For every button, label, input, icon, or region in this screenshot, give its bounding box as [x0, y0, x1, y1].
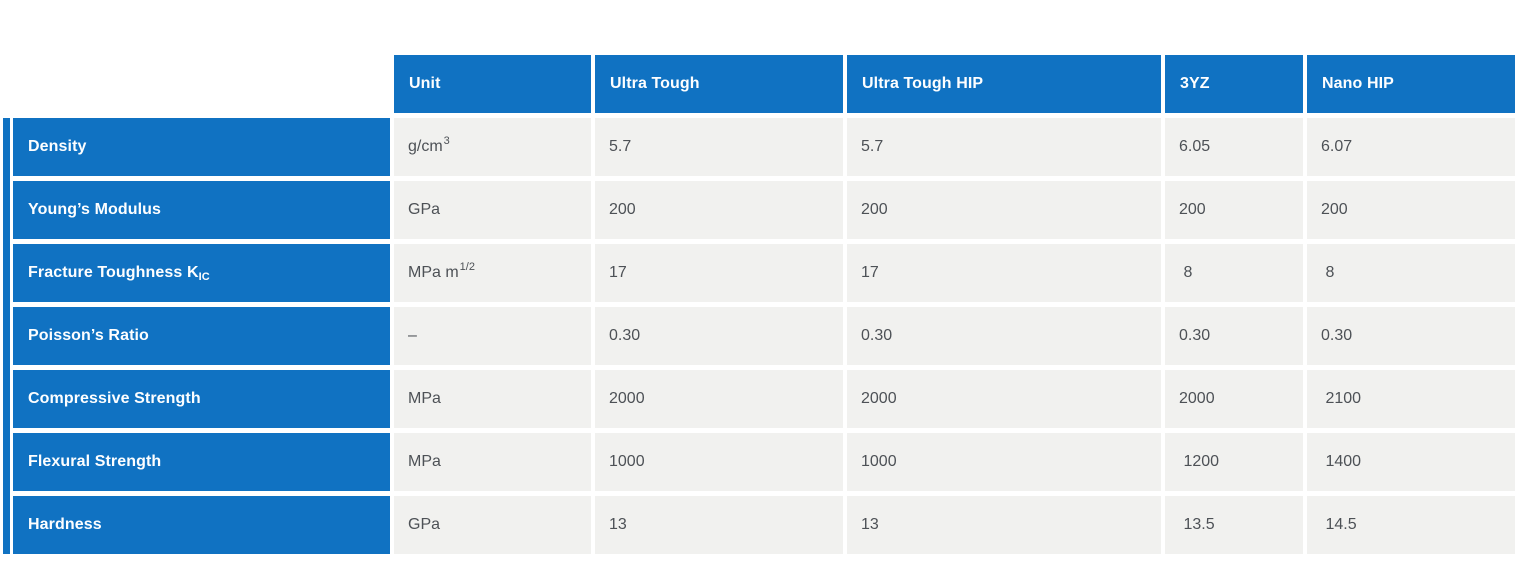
value-cell: 5.7: [595, 118, 843, 176]
value-cell: 13.5: [1165, 496, 1303, 554]
table-row: Young’s Modulus GPa 200 200 200 200: [13, 181, 1515, 239]
header-row: Unit Ultra Tough Ultra Tough HIP 3YZ Nan…: [13, 55, 1515, 113]
value-cell: 1400: [1307, 433, 1515, 491]
value-cell: 17: [595, 244, 843, 302]
column-header-nano-hip: Nano HIP: [1307, 55, 1515, 113]
value-cell: 13: [847, 496, 1161, 554]
value-cell: 1000: [595, 433, 843, 491]
value-cell: 6.05: [1165, 118, 1303, 176]
value-cell: 0.30: [1165, 307, 1303, 365]
table-row: Fracture Toughness K IC MPa m 1/2 17 17 8 …: [13, 244, 1515, 302]
table-row: Compressive Strength MPa 2000 2000 2000 …: [13, 370, 1515, 428]
table-row: Density g/cm 3 5.7 5.7 6.05 6.07: [13, 118, 1515, 176]
value-cell: 200: [1165, 181, 1303, 239]
row-label: Hardness: [13, 496, 390, 554]
unit-cell: g/cm 3: [394, 118, 591, 176]
value-cell: 200: [595, 181, 843, 239]
value-cell: 17: [847, 244, 1161, 302]
value-cell: 5.7: [847, 118, 1161, 176]
value-cell: 200: [1307, 181, 1515, 239]
table-row: Poisson’s Ratio – 0.30 0.30 0.30 0.30: [13, 307, 1515, 365]
row-label: Flexural Strength: [13, 433, 390, 491]
row-label: Fracture Toughness K IC: [13, 244, 390, 302]
column-header-ultra-tough: Ultra Tough: [595, 55, 843, 113]
value-cell: 8: [1307, 244, 1515, 302]
table-row: Flexural Strength MPa 1000 1000 1200 140…: [13, 433, 1515, 491]
value-cell: 1000: [847, 433, 1161, 491]
row-label: Poisson’s Ratio: [13, 307, 390, 365]
value-cell: 6.07: [1307, 118, 1515, 176]
corner-cell: [13, 55, 390, 113]
unit-cell: –: [394, 307, 591, 365]
value-cell: 2100: [1307, 370, 1515, 428]
unit-cell: MPa: [394, 370, 591, 428]
unit-cell: MPa: [394, 433, 591, 491]
value-cell: 0.30: [595, 307, 843, 365]
column-header-unit: Unit: [394, 55, 591, 113]
table-left-accent-bar: [3, 118, 10, 554]
unit-cell: MPa m 1/2: [394, 244, 591, 302]
unit-cell: GPa: [394, 496, 591, 554]
value-cell: 13: [595, 496, 843, 554]
column-header-ultra-tough-hip: Ultra Tough HIP: [847, 55, 1161, 113]
row-label: Compressive Strength: [13, 370, 390, 428]
value-cell: 8: [1165, 244, 1303, 302]
row-label: Young’s Modulus: [13, 181, 390, 239]
value-cell: 2000: [1165, 370, 1303, 428]
value-cell: 1200: [1165, 433, 1303, 491]
material-properties-table: Unit Ultra Tough Ultra Tough HIP 3YZ Nan…: [13, 55, 1515, 554]
value-cell: 200: [847, 181, 1161, 239]
unit-cell: GPa: [394, 181, 591, 239]
table-row: Hardness GPa 13 13 13.5 14.5: [13, 496, 1515, 554]
value-cell: 0.30: [1307, 307, 1515, 365]
row-label: Density: [13, 118, 390, 176]
value-cell: 14.5: [1307, 496, 1515, 554]
value-cell: 2000: [595, 370, 843, 428]
value-cell: 2000: [847, 370, 1161, 428]
column-header-3yz: 3YZ: [1165, 55, 1303, 113]
value-cell: 0.30: [847, 307, 1161, 365]
